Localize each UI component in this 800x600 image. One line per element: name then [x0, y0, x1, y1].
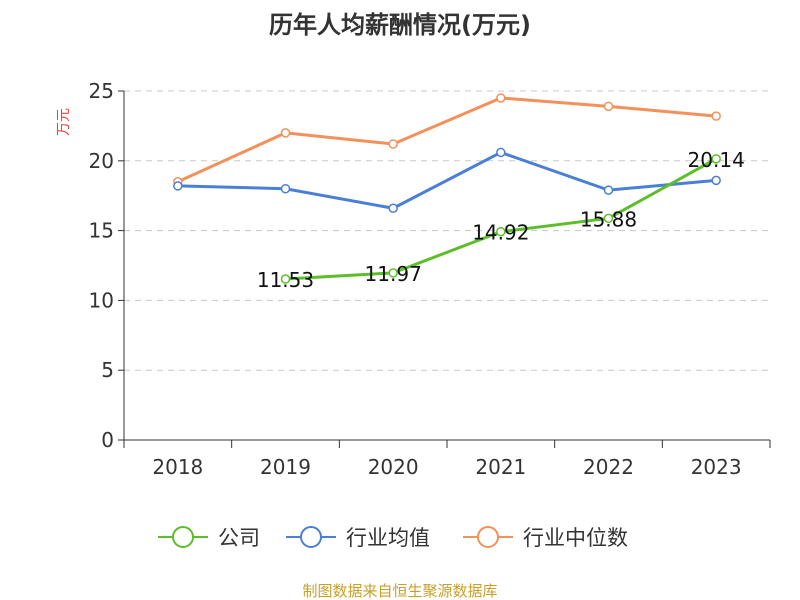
y-axis-label: 万元 — [56, 108, 72, 136]
y-tick-label: 15 — [89, 219, 114, 243]
data-point — [280, 183, 291, 194]
source-note: 制图数据来自恒生聚源数据库 — [302, 582, 497, 600]
data-label: 14.92 — [472, 221, 529, 245]
legend-label: 行业均值 — [346, 526, 430, 550]
data-point — [280, 128, 291, 138]
data-point — [496, 226, 506, 237]
y-tick-label: 10 — [89, 288, 114, 312]
legend-label: 公司 — [218, 526, 260, 550]
x-tick-label: 2023 — [691, 455, 742, 479]
data-point — [388, 268, 398, 278]
data-point — [711, 175, 721, 186]
y-tick-label: 0 — [101, 428, 114, 452]
x-tick-label: 2022 — [583, 455, 634, 479]
grid-lines — [124, 90, 770, 371]
y-tick-label: 20 — [89, 149, 114, 173]
legend-item[interactable]: 行业中位数 — [463, 526, 628, 550]
y-tick-label: 5 — [101, 358, 114, 382]
legend-swatch-marker — [172, 526, 194, 548]
data-point — [496, 147, 506, 158]
data-point — [603, 185, 614, 195]
data-point — [603, 213, 614, 224]
legend-swatch-marker — [300, 526, 322, 548]
legend-swatch-marker — [477, 526, 499, 548]
x-tick-label: 2020 — [368, 455, 419, 479]
series-line-2 — [177, 96, 717, 184]
data-point — [711, 111, 721, 121]
data-point — [388, 203, 398, 214]
series-line-0 — [285, 157, 717, 281]
data-label: 11.97 — [365, 262, 422, 286]
chart-title: 历年人均薪酬情况(万元) — [269, 11, 531, 39]
data-point — [711, 154, 721, 164]
data-label: 15.88 — [580, 207, 637, 231]
data-point — [173, 181, 183, 191]
data-label: 11.53 — [257, 268, 314, 292]
legend-label: 行业中位数 — [523, 526, 628, 550]
x-tick-label: 2018 — [152, 455, 203, 479]
legend-item[interactable]: 行业均值 — [286, 526, 430, 550]
series-line-1 — [177, 150, 717, 210]
data-point — [388, 139, 398, 149]
data-labels: 11.53 11.97 14.92 15.88 20.14 — [257, 148, 745, 292]
x-tick-label: 2019 — [260, 455, 311, 479]
x-tick-label: 2021 — [475, 455, 526, 479]
data-point — [603, 101, 614, 112]
data-label: 20.14 — [688, 148, 745, 172]
axes: 0 5 10 15 20 25 2018 2019 2020 2021 2022 2023 — [89, 79, 771, 479]
data-point — [280, 274, 291, 284]
data-point — [496, 93, 506, 103]
legend[interactable]: 公司 行业均值 行业中位数 — [158, 526, 628, 550]
series-lines — [173, 93, 721, 284]
y-tick-label: 25 — [89, 79, 114, 103]
legend-item[interactable]: 公司 — [158, 526, 260, 550]
